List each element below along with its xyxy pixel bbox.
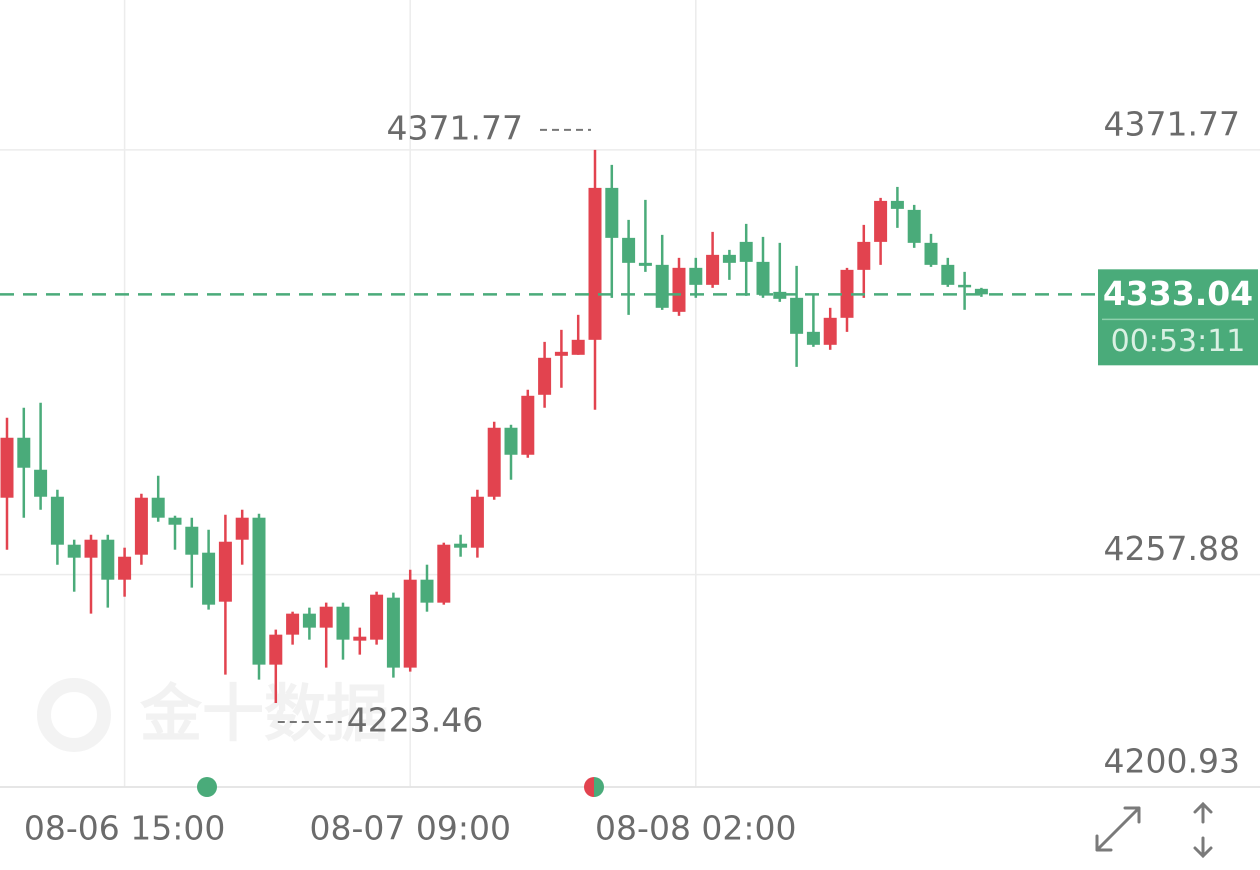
watermark-text: 金十数据: [139, 677, 388, 750]
candle-body: [756, 261, 770, 295]
candle-body: [437, 544, 451, 603]
candle-body: [538, 357, 552, 395]
y-tick-label: 4371.77: [1104, 104, 1240, 143]
x-tick-label: 08-07 09:00: [309, 809, 510, 848]
candle-body: [454, 543, 468, 548]
watermark-logo: [37, 678, 111, 752]
candle-body: [722, 254, 736, 263]
watermark: 金十数据: [37, 677, 388, 752]
candle-body: [773, 291, 787, 299]
candle-body: [521, 395, 535, 455]
fullscreen-icon[interactable]: [1095, 806, 1141, 852]
candle-body: [420, 579, 434, 603]
event-dot[interactable]: [197, 777, 217, 797]
candle-body: [706, 254, 720, 285]
candle-body: [185, 526, 199, 555]
x-tick-label: 08-06 15:00: [24, 809, 225, 848]
candle-body: [118, 556, 132, 580]
candle-body: [151, 497, 165, 518]
candle-body: [269, 634, 283, 665]
candle-body: [101, 539, 115, 580]
candle-body: [319, 606, 333, 628]
last-price-label: 4333.04: [1103, 274, 1253, 313]
countdown-label: 00:53:11: [1111, 324, 1246, 359]
candle-body: [202, 552, 216, 605]
candle-body: [386, 597, 400, 668]
candle-body: [487, 427, 501, 497]
candle-body: [34, 469, 48, 497]
candle-body: [823, 317, 837, 345]
candle-body: [252, 517, 266, 665]
candle-body: [17, 437, 31, 468]
candle-body: [235, 517, 249, 540]
candle-body: [218, 541, 232, 602]
candle-body: [890, 200, 904, 209]
candle-body: [840, 269, 854, 318]
candle-body: [655, 264, 669, 308]
candle-body: [470, 496, 484, 548]
candle-body: [554, 351, 568, 356]
candle-body: [134, 497, 148, 555]
high-marker-label: 4371.77: [387, 108, 523, 147]
candle-body: [924, 242, 938, 265]
candle-body: [302, 613, 316, 628]
candle-body: [0, 437, 14, 498]
candle-body: [974, 288, 988, 295]
last-price-box: [1098, 269, 1258, 366]
candle-body: [286, 613, 300, 635]
candle-body: [790, 297, 804, 334]
candle-body: [672, 267, 686, 312]
candle-body: [403, 579, 417, 668]
candle-body: [739, 241, 753, 262]
candle-body: [504, 427, 518, 455]
candle-body: [958, 284, 972, 288]
y-tick-label: 4257.88: [1104, 529, 1240, 568]
scale-icon[interactable]: [1193, 801, 1213, 859]
candle-body: [370, 594, 384, 640]
candle-body: [605, 187, 619, 238]
candle-body: [336, 606, 350, 640]
event-dot-left[interactable]: [584, 777, 594, 797]
candle-body: [50, 496, 64, 545]
candle-body: [353, 636, 367, 641]
candle-body: [907, 209, 921, 243]
low-marker-label: 4223.46: [347, 700, 483, 739]
x-tick-label: 08-08 02:00: [595, 809, 796, 848]
candle-body: [874, 200, 888, 242]
y-tick-label: 4200.93: [1104, 742, 1240, 781]
event-dot-right[interactable]: [594, 777, 604, 797]
candle-body: [67, 544, 81, 558]
candle-body: [857, 241, 871, 270]
candle-body: [168, 517, 182, 525]
candle-body: [689, 267, 703, 285]
candle-body: [941, 264, 955, 285]
candle-body: [571, 339, 585, 355]
candle-body: [622, 237, 636, 263]
candle-body: [84, 539, 98, 558]
candle-body: [806, 331, 820, 345]
candle-body: [588, 187, 602, 340]
candle-body: [638, 262, 652, 266]
grid: [0, 0, 1260, 788]
